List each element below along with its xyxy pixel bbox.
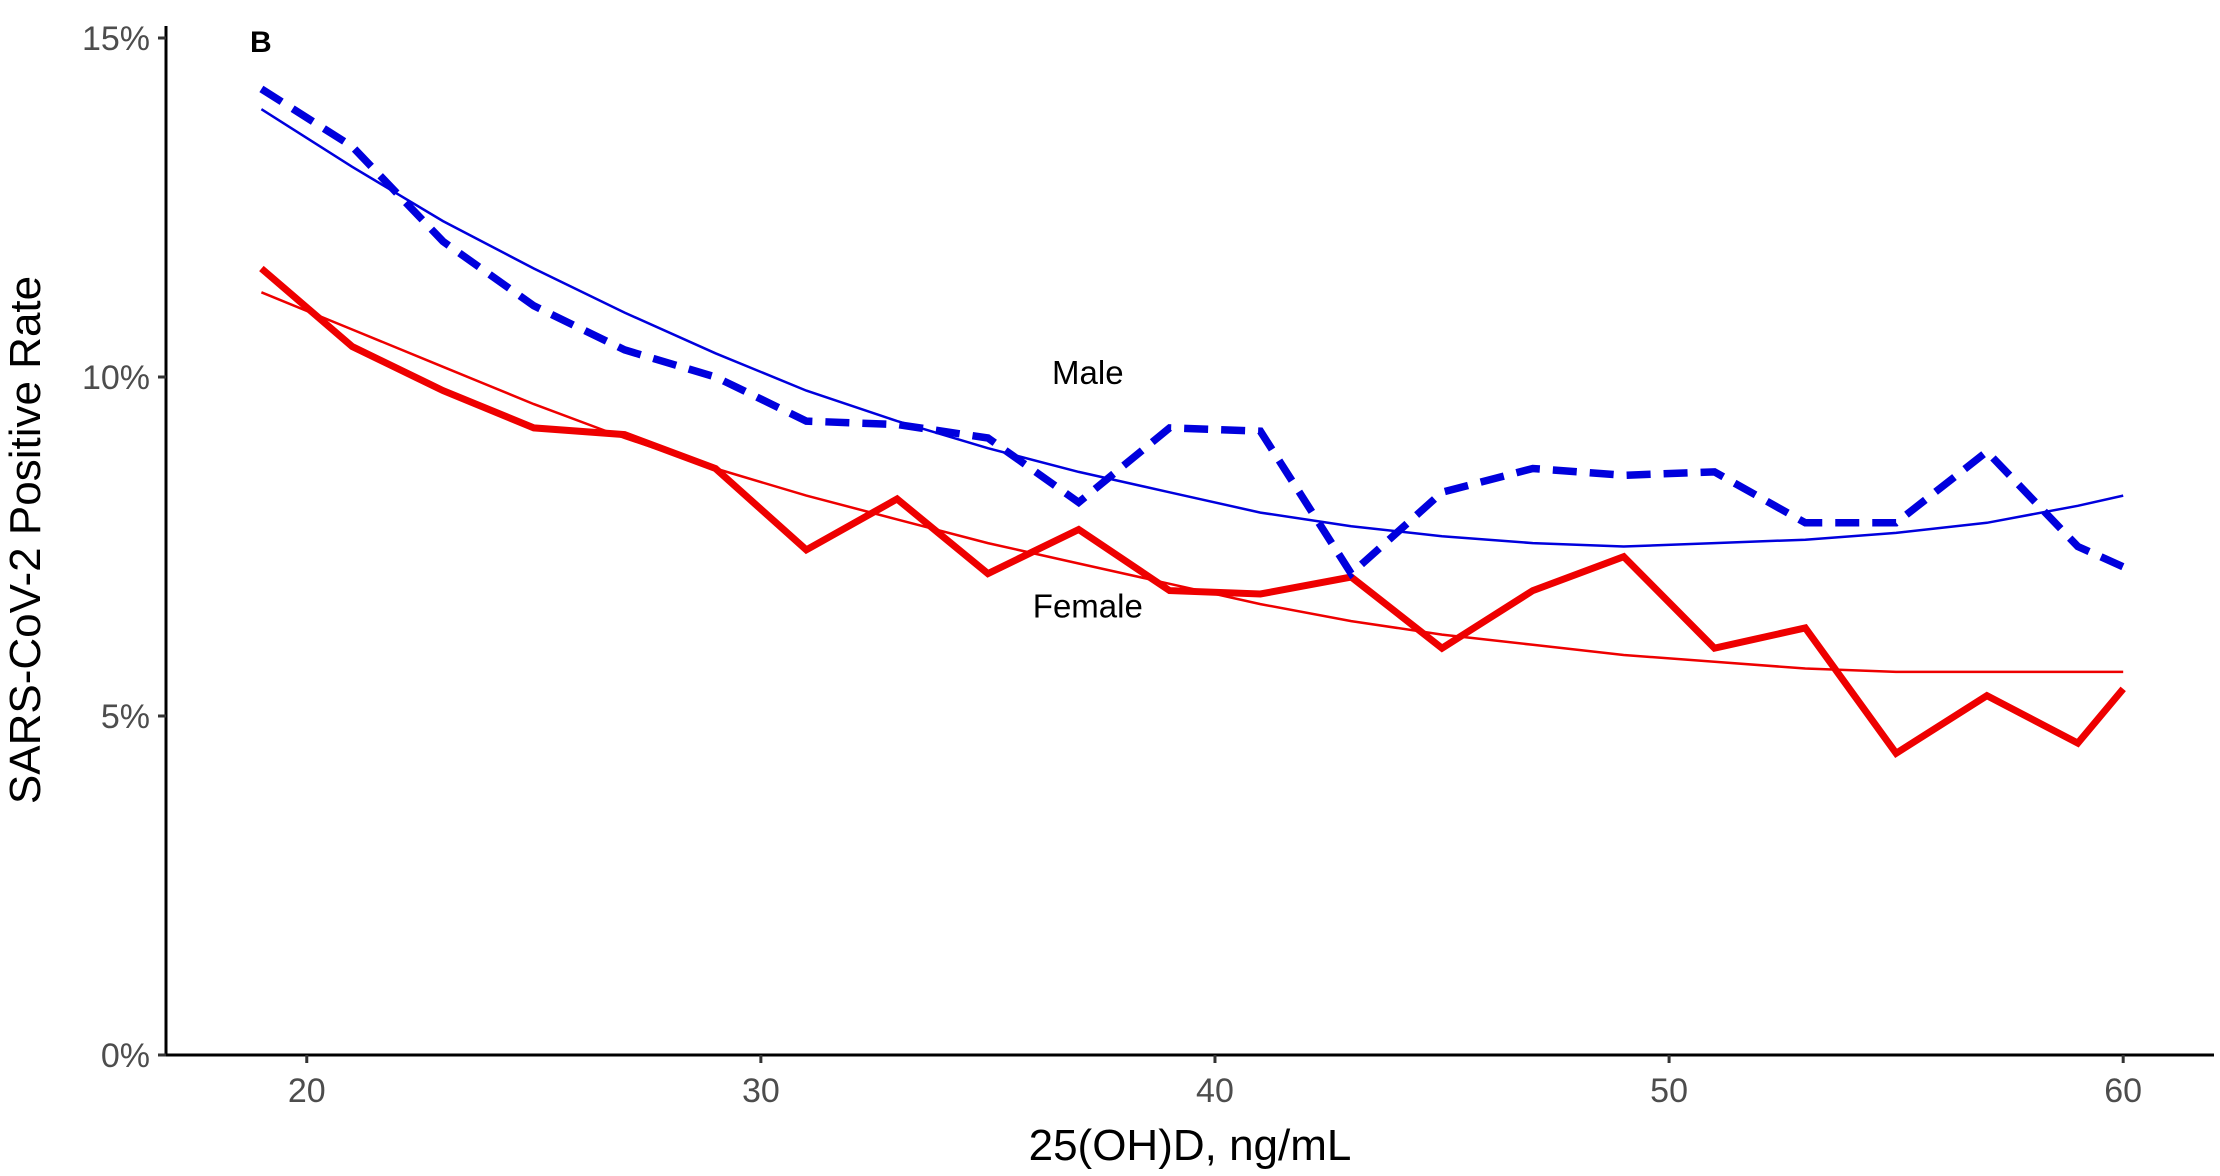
y-axis-title: SARS-CoV-2 Positive Rate — [1, 276, 50, 804]
x-tick-label: 50 — [1650, 1072, 1688, 1110]
axes — [164, 26, 2214, 1057]
x-tick-label: 40 — [1196, 1072, 1234, 1110]
y-tick-label: 0% — [101, 1037, 150, 1075]
male-series-line — [259, 85, 2125, 580]
x-axis-title: 25(OH)D, ng/mL — [1029, 1121, 1352, 1170]
male-trend-series-line — [260, 108, 2124, 548]
y-ticks: 0% 5% 10% 15% — [82, 20, 166, 1075]
y-tick-label: 10% — [82, 359, 150, 397]
x-tick-label: 60 — [2104, 1072, 2142, 1110]
panel-label: B — [250, 26, 272, 59]
x-tick-label: 30 — [742, 1072, 780, 1110]
x-tick-label: 20 — [288, 1072, 326, 1110]
annotation-layer: Male Female — [1033, 354, 1143, 625]
female-trend-series-line — [260, 291, 2124, 674]
y-tick-label: 15% — [82, 20, 150, 58]
series-layer — [259, 85, 2126, 759]
y-tick-label: 5% — [101, 698, 150, 736]
female-series-line — [259, 265, 2126, 759]
annotation-female: Female — [1033, 588, 1143, 625]
annotation-male: Male — [1052, 354, 1124, 391]
x-ticks: 20 30 40 50 60 — [288, 1055, 2142, 1110]
